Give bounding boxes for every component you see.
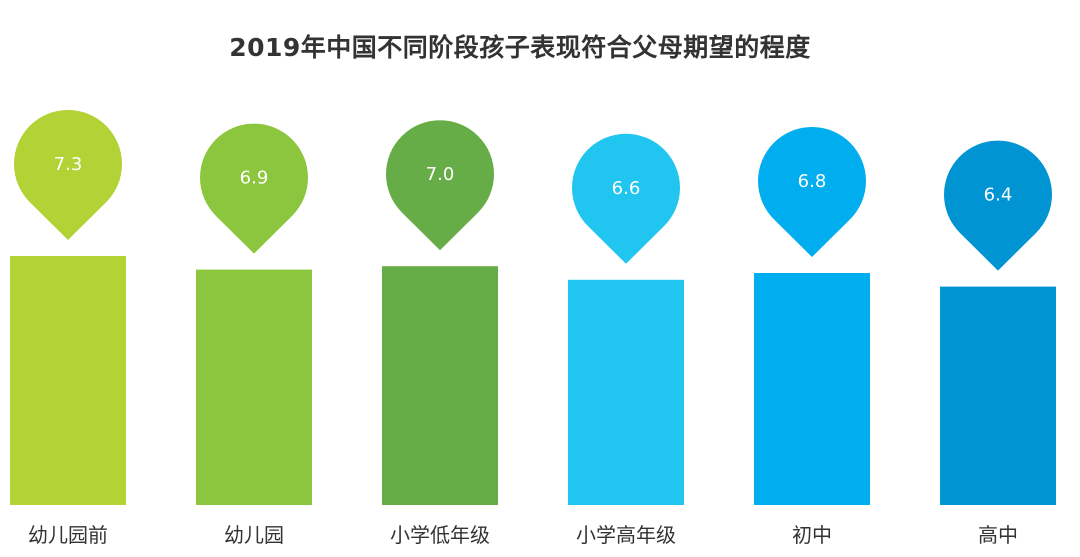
category-label-3: 小学低年级 [390, 523, 490, 547]
bar-3 [382, 266, 498, 505]
data-label-6: 6.4 [984, 185, 1013, 206]
data-label-5: 6.8 [798, 171, 827, 192]
data-label-4: 6.6 [612, 178, 641, 199]
value-pin-5 [758, 127, 866, 258]
value-pin-1 [13, 110, 122, 240]
category-label-1: 幼儿园前 [28, 523, 108, 547]
bar-1 [10, 256, 126, 505]
value-pin-4 [572, 133, 680, 264]
category-label-6: 高中 [978, 523, 1018, 547]
bar-5 [754, 273, 870, 505]
chart-title: 2019年中国不同阶段孩子表现符合父母期望的程度 [229, 33, 811, 62]
bar-2 [196, 269, 312, 505]
value-pin-3 [386, 120, 495, 251]
category-label-2: 幼儿园 [224, 523, 284, 547]
data-label-3: 7.0 [426, 164, 455, 185]
value-pin-2 [200, 123, 308, 254]
data-label-2: 6.9 [240, 168, 269, 189]
category-label-4: 小学高年级 [576, 523, 676, 547]
bar-6 [940, 286, 1056, 505]
bar-4 [568, 279, 684, 505]
data-label-1: 7.3 [54, 154, 83, 175]
category-label-5: 初中 [792, 523, 832, 547]
value-pin-6 [944, 140, 1053, 271]
